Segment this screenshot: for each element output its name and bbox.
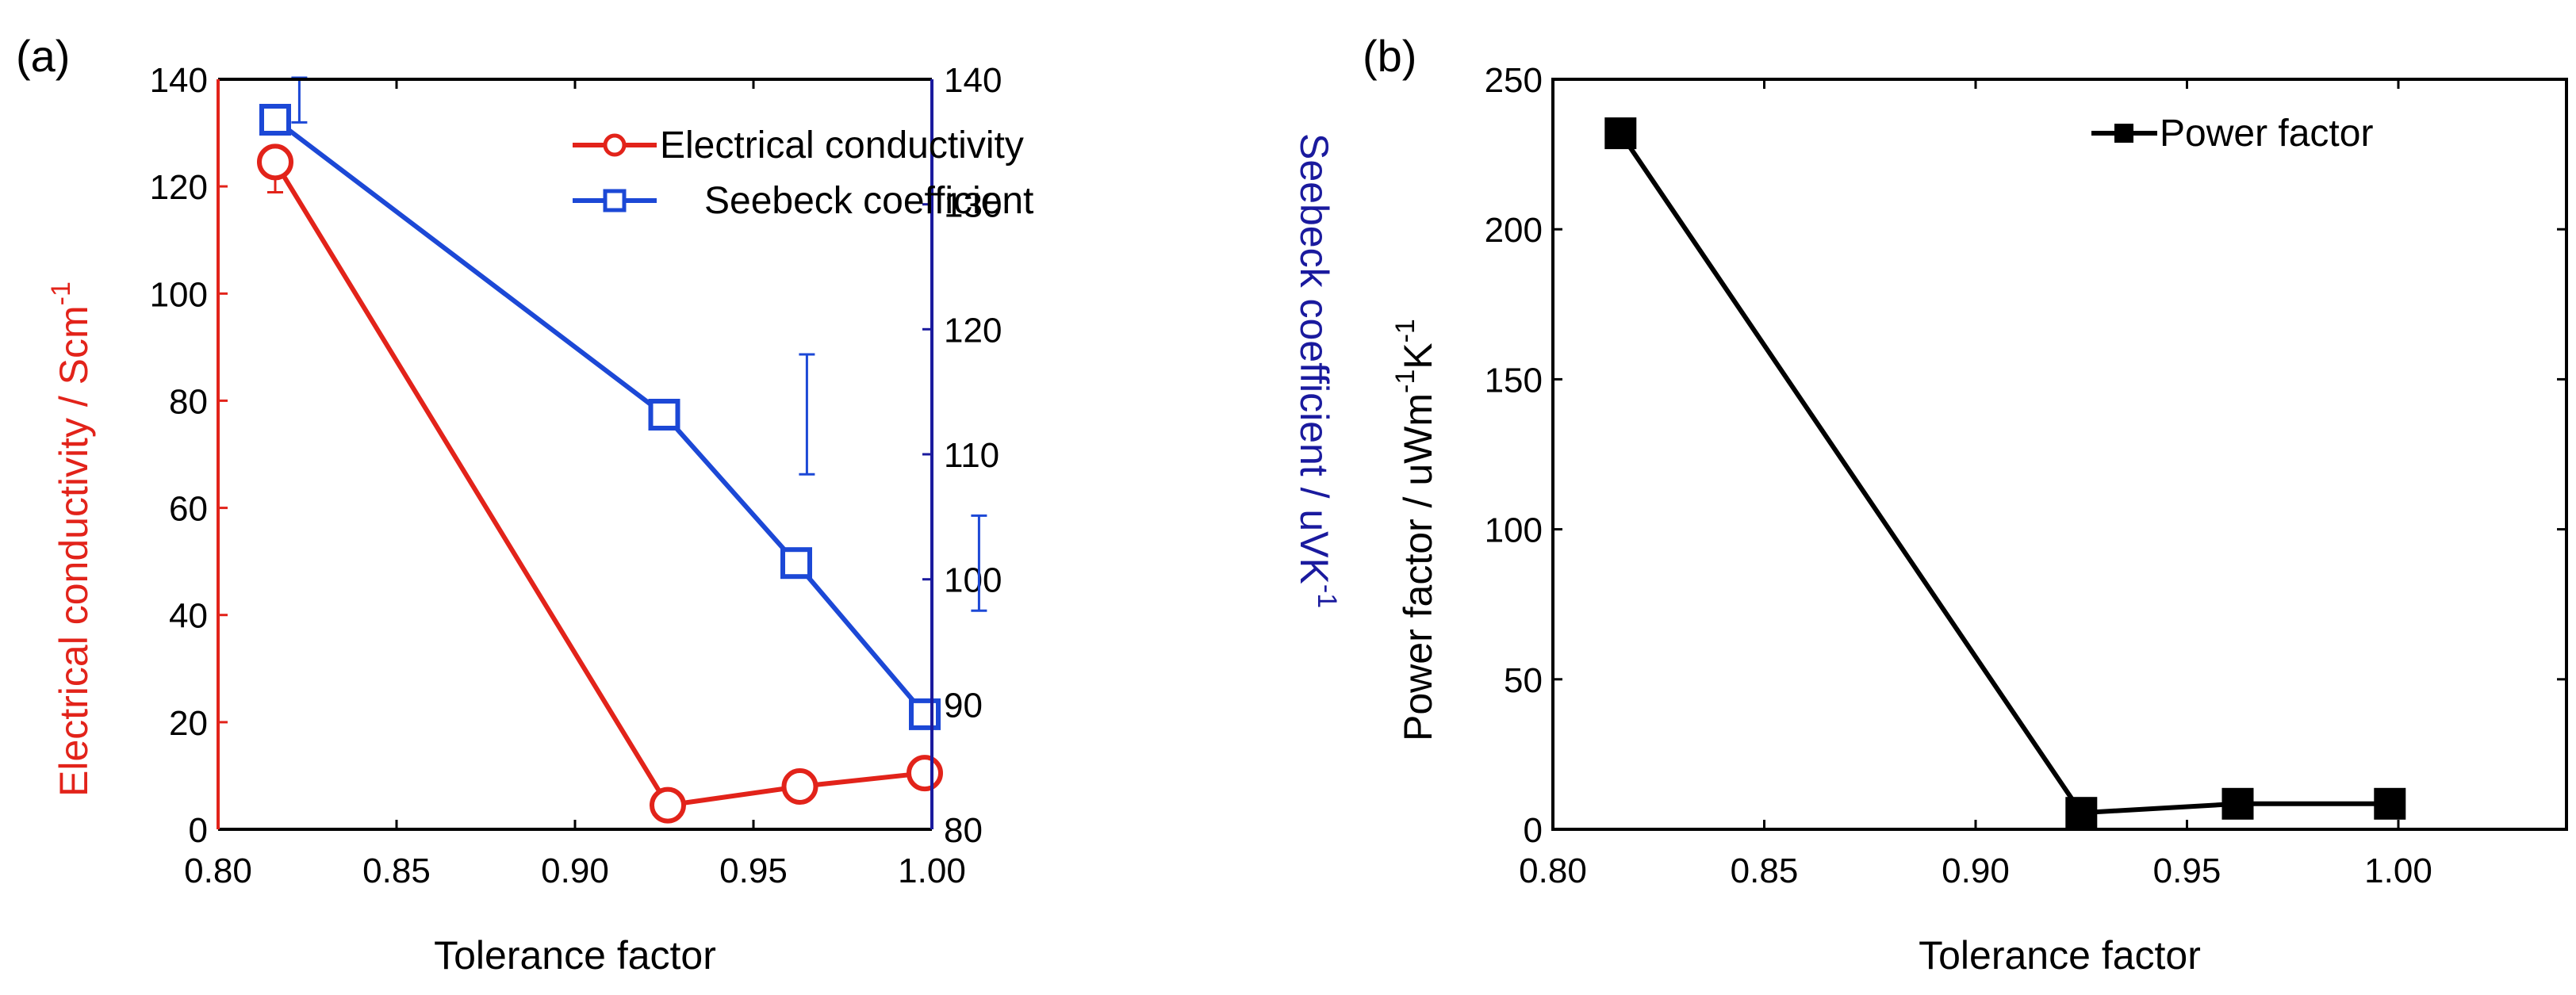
- a-y-right-tick-label: 110: [944, 436, 999, 475]
- a-x-tick-label: 0.80: [184, 851, 252, 890]
- b-y-tick-label: 150: [1485, 361, 1543, 400]
- data-point: [1604, 117, 1637, 150]
- b-x-tick-label: 0.90: [1942, 851, 2010, 890]
- panel-a-legend: Electrical conductivity Seebeck coeffici…: [573, 124, 1033, 222]
- data-point: [2374, 787, 2406, 820]
- a-y-right-tick-label: 90: [944, 686, 983, 725]
- b-y-tick-label: 50: [1504, 661, 1543, 700]
- a-x-tick-label: 0.90: [541, 851, 609, 890]
- data-point: [909, 698, 941, 730]
- a-y-tick-label: 120: [150, 168, 208, 207]
- panel-a-label: (a): [16, 31, 70, 81]
- data-point: [648, 399, 680, 431]
- series-seebeck-coefficient: [259, 76, 987, 730]
- a-x-tick-label: 0.95: [719, 851, 788, 890]
- data-point: [257, 144, 293, 181]
- a-x-tick-label: 0.85: [362, 851, 431, 890]
- panel-b-ticks: 0.80 0.85 0.90 0.95 1.00 0 50 100: [1485, 61, 2566, 890]
- panel-b-label: (b): [1363, 31, 1416, 81]
- b-y-tick-label: 250: [1485, 61, 1543, 100]
- a-y-right-tick-label: 120: [944, 311, 1002, 350]
- a-x-axis-title: Tolerance factor: [434, 933, 716, 978]
- legend-seebeck-coefficient: Seebeck coefficient: [704, 180, 1033, 222]
- data-point: [907, 755, 943, 792]
- series-line: [273, 160, 926, 808]
- b-y-axis-title-mid: K: [1396, 343, 1440, 369]
- a-y-right-tick-label: 140: [944, 61, 1002, 100]
- panel-a-ticks: 0.80 0.85 0.90 0.95 1.00 0 20 40 60 80: [150, 61, 1002, 890]
- a-y-right-tick-label: 100: [944, 561, 1002, 600]
- series-electrical-conductivity: [257, 144, 943, 824]
- b-y-axis-title-text: Power factor / uWm: [1396, 393, 1440, 741]
- a-y-right-axis-title: Seebeck coefficient / uVK-1: [1292, 133, 1342, 608]
- b-y-tick-label: 200: [1485, 211, 1543, 250]
- b-x-tick-label: 0.85: [1731, 851, 1799, 890]
- b-y-tick-label: 100: [1485, 511, 1543, 550]
- a-y-axis-title-text: Electrical conductivity / Scm: [52, 305, 96, 797]
- a-y-tick-label: 0: [189, 811, 208, 850]
- a-y-tick-label: 20: [169, 704, 208, 743]
- b-axes-frame: [1551, 78, 2568, 831]
- a-y-tick-label: 140: [150, 61, 208, 100]
- b-x-tick-label: 1.00: [2364, 851, 2432, 890]
- legend-swatch-marker: [2114, 124, 2133, 143]
- a-y-tick-label: 40: [169, 597, 208, 636]
- a-y-right-axis-title-sup: -1: [1312, 584, 1342, 608]
- data-point: [780, 547, 812, 580]
- a-x-tick-label: 1.00: [898, 851, 966, 890]
- b-y-axis-title-sup1: -1: [1390, 369, 1420, 393]
- a-y-tick-label: 80: [169, 382, 208, 421]
- series-line: [274, 117, 927, 716]
- data-point: [2065, 797, 2098, 829]
- series-line: [1618, 132, 2390, 816]
- data-point: [781, 768, 818, 805]
- panel-b-legend: Power factor: [2091, 113, 2373, 155]
- panel-b: (b) 0.80 0.85 0.90 0.95 1.00 0 50: [1363, 31, 2568, 978]
- data-point: [2221, 787, 2254, 820]
- legend-swatch-marker: [603, 133, 627, 157]
- a-y-tick-label: 100: [150, 275, 208, 314]
- series-power-factor: [1604, 117, 2406, 829]
- panel-a: (a) 0.80 0.85 0.90 0.95 1.00 0 20 40: [16, 31, 1342, 978]
- a-y-axis-title: Electrical conductivity / Scm-1: [46, 281, 96, 797]
- b-y-axis-title: Power factor / uWm-1K-1: [1390, 319, 1440, 741]
- data-point: [259, 104, 291, 136]
- legend-power-factor: Power factor: [2160, 113, 2373, 155]
- data-point: [650, 786, 686, 824]
- b-y-axis-title-sup2: -1: [1390, 319, 1420, 343]
- legend-swatch-marker: [603, 189, 627, 212]
- b-x-tick-label: 0.80: [1519, 851, 1587, 890]
- a-y-right-axis-title-text: Seebeck coefficient / uVK: [1292, 133, 1336, 584]
- a-y-tick-label: 60: [169, 490, 208, 529]
- legend-electrical-conductivity: Electrical conductivity: [660, 124, 1024, 166]
- a-y-right-tick-label: 80: [944, 811, 983, 850]
- b-x-axis-title: Tolerance factor: [1919, 933, 2201, 978]
- a-y-axis-title-sup: -1: [46, 281, 76, 305]
- b-x-tick-label: 0.95: [2153, 851, 2221, 890]
- b-y-tick-label: 0: [1524, 811, 1543, 850]
- a-y-right-tick-label: 130: [944, 186, 1002, 225]
